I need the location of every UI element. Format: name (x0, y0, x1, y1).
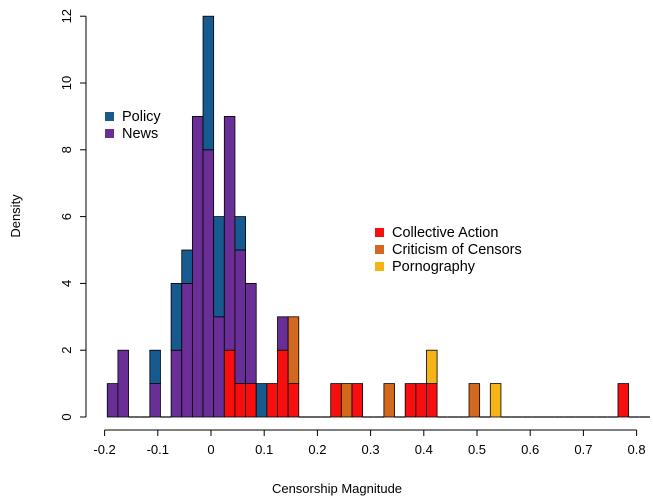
bar-segment (223, 349, 236, 418)
bar-segment (234, 383, 246, 418)
y-tick-label: 8 (59, 146, 74, 153)
y-axis: 0 2 4 6 8 10 12 (59, 9, 87, 421)
bar-segment (277, 316, 289, 351)
bar-segment (330, 383, 342, 418)
y-tick-label: 4 (59, 280, 74, 287)
bar-segment (170, 282, 183, 351)
y-tick-label: 6 (59, 213, 74, 220)
bar-segment (287, 316, 300, 384)
bar-segment (426, 383, 438, 418)
bar-segment (266, 383, 278, 418)
bar-segment (234, 216, 246, 251)
bar-segment (149, 383, 161, 418)
bar-segment (426, 349, 438, 385)
bar-segment (468, 383, 481, 418)
x-tick-label: 0 (207, 442, 214, 457)
legend-label: Criticism of Censors (392, 242, 522, 258)
legend-label: Policy (122, 109, 161, 125)
bar-segment (277, 349, 289, 418)
bar-segment (106, 383, 119, 418)
bar-segment (149, 349, 161, 385)
x-tick-label: 0.5 (468, 442, 486, 457)
y-tick-label: 0 (59, 413, 74, 420)
x-axis: -0.2 -0.1 0 0.1 0.2 0.3 0.4 0.5 0.6 0.7 0.8 (93, 429, 646, 457)
x-tick-label: 0.2 (308, 442, 326, 457)
bar-segment (617, 383, 630, 418)
legend-swatch (375, 228, 384, 237)
x-tick-label: 0.8 (628, 442, 646, 457)
bar-segment (245, 282, 257, 384)
bar-segment (489, 383, 502, 418)
bar-segment (351, 383, 364, 418)
y-tick-label: 12 (59, 9, 74, 23)
legend-label: Collective Action (392, 225, 498, 241)
bar-segment (340, 383, 353, 418)
legend-swatch (375, 262, 384, 271)
bar-segment (170, 349, 183, 418)
y-tick-label: 10 (59, 76, 74, 90)
bars-group (106, 15, 630, 418)
legend-label: Pornography (392, 259, 476, 275)
bar-segment (255, 383, 268, 418)
bar-segment (181, 282, 193, 418)
legend-swatch (105, 112, 114, 121)
legend-label: News (122, 126, 158, 142)
bar-segment (287, 383, 300, 418)
x-tick-label: 0.7 (574, 442, 592, 457)
bar-segment (245, 383, 257, 418)
y-tick-label: 2 (59, 347, 74, 354)
bar-segment (202, 15, 215, 151)
y-axis-label: Density (8, 194, 23, 238)
bar-segment (223, 116, 236, 351)
bar-segment (191, 116, 204, 418)
x-tick-label: -0.2 (93, 442, 115, 457)
bar-segment (202, 149, 215, 418)
x-axis-label: Censorship Magnitude (272, 481, 402, 496)
bar-segment (383, 383, 395, 418)
bar-segment (117, 349, 129, 418)
bar-segment (234, 249, 246, 385)
bar-segment (213, 216, 225, 318)
x-tick-label: 0.1 (255, 442, 273, 457)
x-tick-label: 0.6 (521, 442, 539, 457)
bar-segment (415, 383, 427, 418)
bar-segment (404, 383, 417, 418)
bar-segment (213, 316, 225, 418)
x-tick-label: -0.1 (147, 442, 169, 457)
legend-swatch (105, 129, 114, 138)
x-tick-label: 0.3 (362, 442, 380, 457)
x-tick-label: 0.4 (415, 442, 433, 457)
bar-segment (181, 249, 193, 284)
legend-swatch (375, 245, 384, 254)
